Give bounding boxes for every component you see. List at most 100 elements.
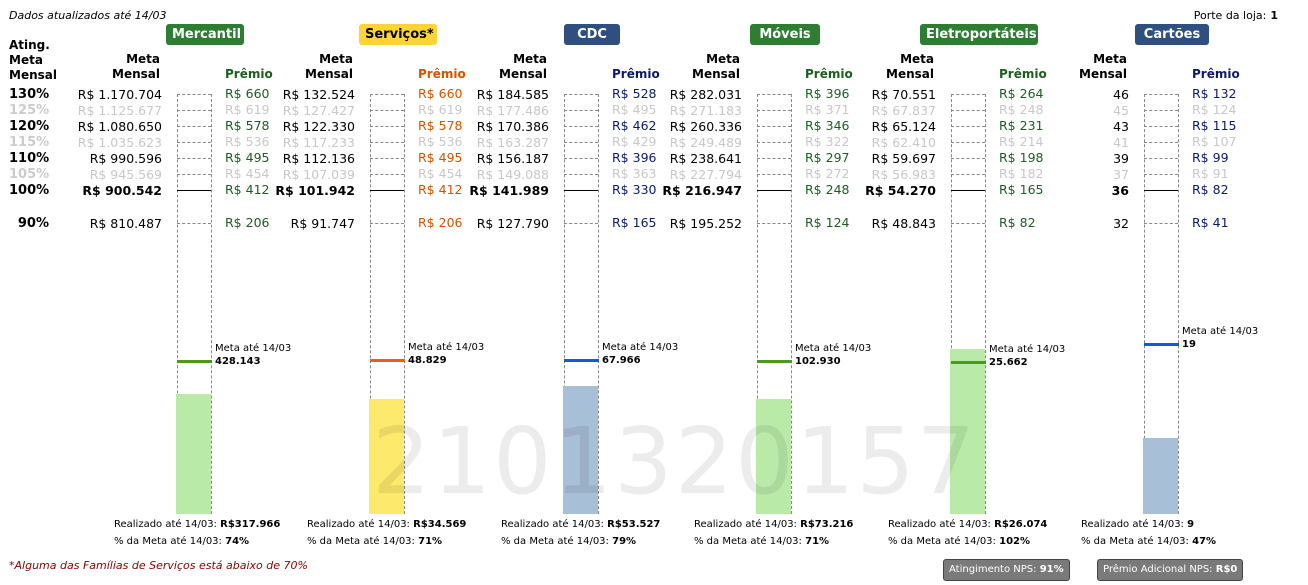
level-tick [177, 110, 211, 111]
family-badge-cdc[interactable]: CDC [564, 24, 620, 45]
premio-value: R$ 198 [999, 150, 1044, 165]
premio-header: Prêmio [418, 67, 466, 81]
premio-value: R$ 115 [1192, 118, 1237, 133]
level-tick [370, 158, 404, 159]
meta-value: R$ 54.270 [865, 183, 936, 198]
meta-header-line2: Mensal [305, 67, 353, 81]
meta-header-line1: Meta [1093, 52, 1127, 66]
meta-value: R$ 91.747 [290, 216, 355, 231]
premio-value: R$ 536 [418, 134, 463, 149]
meta-value: R$ 170.386 [476, 119, 549, 134]
meta-value: R$ 67.837 [871, 103, 936, 118]
nps-premio-label: Prêmio Adicional NPS: [1103, 564, 1213, 575]
premio-value: R$ 264 [999, 86, 1044, 101]
progress-fill [756, 398, 791, 514]
meta-value: R$ 249.489 [669, 135, 742, 150]
family-badge-moveis[interactable]: Móveis [750, 24, 820, 45]
premio-value: R$ 214 [999, 134, 1044, 149]
meta-value: R$ 1.035.623 [77, 135, 162, 150]
pct-value: 71% [805, 536, 830, 547]
meta-ate-label: Meta até 14/03 19 [1182, 325, 1258, 351]
premio-value: R$ 41 [1192, 215, 1229, 230]
premio-value: R$ 206 [225, 215, 270, 230]
realizado-value: 9 [1187, 519, 1195, 530]
pct-label: % da Meta até 14/03: [114, 536, 222, 547]
premio-value: R$ 272 [805, 166, 850, 181]
meta-value: R$ 177.486 [476, 103, 549, 118]
meta-value: R$ 107.039 [282, 167, 355, 182]
premio-value: R$ 578 [418, 118, 463, 133]
premio-value: R$ 182 [999, 166, 1044, 181]
meta-value: R$ 62.410 [871, 135, 936, 150]
family-badge-servicos[interactable]: Serviços* [359, 24, 437, 45]
pct-meta-line: % da Meta até 14/03: 71% [694, 536, 829, 547]
pct-meta-line: % da Meta até 14/03: 79% [501, 536, 636, 547]
level-tick [564, 94, 598, 95]
meta-value: R$ 260.336 [669, 119, 742, 134]
ating-header-line1: Ating. [9, 38, 50, 52]
level-tick [370, 126, 404, 127]
level-tick [564, 190, 598, 191]
progress-fill [563, 386, 598, 514]
progress-fill [369, 398, 404, 514]
meta-ate-caption: Meta até 14/03 [1182, 326, 1259, 337]
meta-value: R$ 900.542 [82, 183, 162, 198]
meta-ate-label: Meta até 14/03 67.966 [602, 341, 678, 367]
meta-value: R$ 101.942 [275, 183, 355, 198]
premio-value: R$ 330 [612, 182, 657, 197]
level-tick [1144, 223, 1178, 224]
level-tick [564, 174, 598, 175]
progress-bar-outline [951, 94, 986, 514]
nps-atingimento-value: 91% [1039, 564, 1064, 575]
premio-value: R$ 619 [418, 102, 463, 117]
meta-ate-label: Meta até 14/03 25.662 [989, 343, 1065, 369]
premio-value: R$ 371 [805, 102, 850, 117]
ating-level-110: 110% [9, 151, 50, 166]
meta-header-line2: Mensal [112, 67, 160, 81]
realizado-line: Realizado até 14/03: R$26.074 [888, 519, 1047, 530]
updated-label: Dados atualizados até 14/03 [9, 9, 167, 22]
meta-ate-caption: Meta até 14/03 [408, 342, 485, 353]
level-tick [757, 223, 791, 224]
premio-value: R$ 363 [612, 166, 657, 181]
family-badge-cartoes[interactable]: Cartões [1135, 24, 1209, 45]
premio-value: R$ 248 [805, 182, 850, 197]
level-tick [951, 190, 985, 191]
level-tick [757, 110, 791, 111]
progress-bar-outline [370, 94, 405, 514]
meta-ate-caption: Meta até 14/03 [602, 342, 679, 353]
nps-premio-pill: Prêmio Adicional NPS: R$0 [1097, 559, 1244, 581]
progress-bar-outline [757, 94, 792, 514]
meta-value: R$ 132.524 [282, 87, 355, 102]
meta-ate-caption: Meta até 14/03 [215, 343, 292, 354]
premio-value: R$ 495 [612, 102, 657, 117]
meta-ate-label: Meta até 14/03 102.930 [795, 342, 871, 368]
premio-value: R$ 165 [999, 182, 1044, 197]
meta-value: 46 [1113, 87, 1129, 102]
meta-value: 43 [1113, 119, 1129, 134]
premio-value: R$ 124 [805, 215, 850, 230]
meta-value: R$ 117.233 [282, 135, 355, 150]
meta-value: 45 [1113, 103, 1129, 118]
pct-meta-line: % da Meta até 14/03: 102% [888, 536, 1030, 547]
meta-value: R$ 945.569 [89, 167, 162, 182]
meta-header-line1: Meta [126, 52, 160, 66]
level-tick [177, 223, 211, 224]
meta-header-line1: Meta [319, 52, 353, 66]
realizado-line: Realizado até 14/03: R$317.966 [114, 519, 280, 530]
premio-value: R$ 462 [612, 118, 657, 133]
meta-value: R$ 1.080.650 [77, 119, 162, 134]
pct-value: 47% [1192, 536, 1217, 547]
meta-header-line2: Mensal [499, 67, 547, 81]
level-tick [951, 174, 985, 175]
meta-value: 37 [1113, 167, 1129, 182]
meta-header-line2: Mensal [692, 67, 740, 81]
level-tick [951, 126, 985, 127]
meta-value: R$ 149.088 [476, 167, 549, 182]
meta-value: R$ 1.170.704 [77, 87, 162, 102]
meta-ate-marker [177, 360, 212, 363]
meta-header-line1: Meta [513, 52, 547, 66]
premio-value: R$ 248 [999, 102, 1044, 117]
family-badge-mercantil[interactable]: Mercantil [166, 24, 244, 45]
family-badge-eletroportateis[interactable]: Eletroportáteis [920, 24, 1038, 45]
